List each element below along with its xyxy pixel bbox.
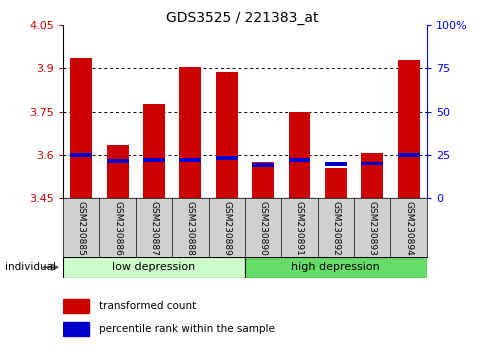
Bar — [252, 162, 273, 198]
Bar — [179, 67, 201, 198]
Text: GSM230886: GSM230886 — [113, 201, 122, 256]
Bar — [397, 153, 419, 157]
Text: GSM230885: GSM230885 — [76, 201, 86, 256]
Bar — [244, 257, 426, 278]
Bar — [179, 158, 201, 162]
Bar — [288, 158, 310, 162]
Bar — [397, 60, 419, 198]
Bar — [70, 153, 92, 157]
Bar — [143, 104, 165, 198]
Text: GSM230890: GSM230890 — [258, 201, 267, 256]
Bar — [106, 159, 128, 162]
Text: GSM230887: GSM230887 — [149, 201, 158, 256]
Bar — [63, 299, 88, 313]
Bar — [252, 163, 273, 167]
Text: GSM230889: GSM230889 — [222, 201, 231, 256]
Text: GDS3525 / 221383_at: GDS3525 / 221383_at — [166, 11, 318, 25]
Bar — [63, 322, 88, 336]
Bar — [324, 162, 346, 166]
Bar — [361, 153, 382, 198]
Bar — [215, 156, 237, 160]
Text: GSM230893: GSM230893 — [367, 201, 376, 256]
Bar — [215, 73, 237, 198]
Text: GSM230891: GSM230891 — [294, 201, 303, 256]
Text: high depression: high depression — [291, 262, 379, 272]
Text: percentile rank within the sample: percentile rank within the sample — [99, 324, 275, 334]
Text: GSM230888: GSM230888 — [185, 201, 195, 256]
Text: individual: individual — [5, 262, 56, 272]
Text: low depression: low depression — [112, 262, 195, 272]
Bar — [324, 168, 346, 198]
Bar — [106, 145, 128, 198]
Bar — [70, 58, 92, 198]
Text: GSM230894: GSM230894 — [403, 201, 412, 256]
Bar — [143, 158, 165, 162]
Bar — [361, 162, 382, 165]
Bar — [288, 112, 310, 198]
Text: GSM230892: GSM230892 — [331, 201, 340, 256]
Text: transformed count: transformed count — [99, 301, 197, 311]
Bar — [63, 257, 244, 278]
